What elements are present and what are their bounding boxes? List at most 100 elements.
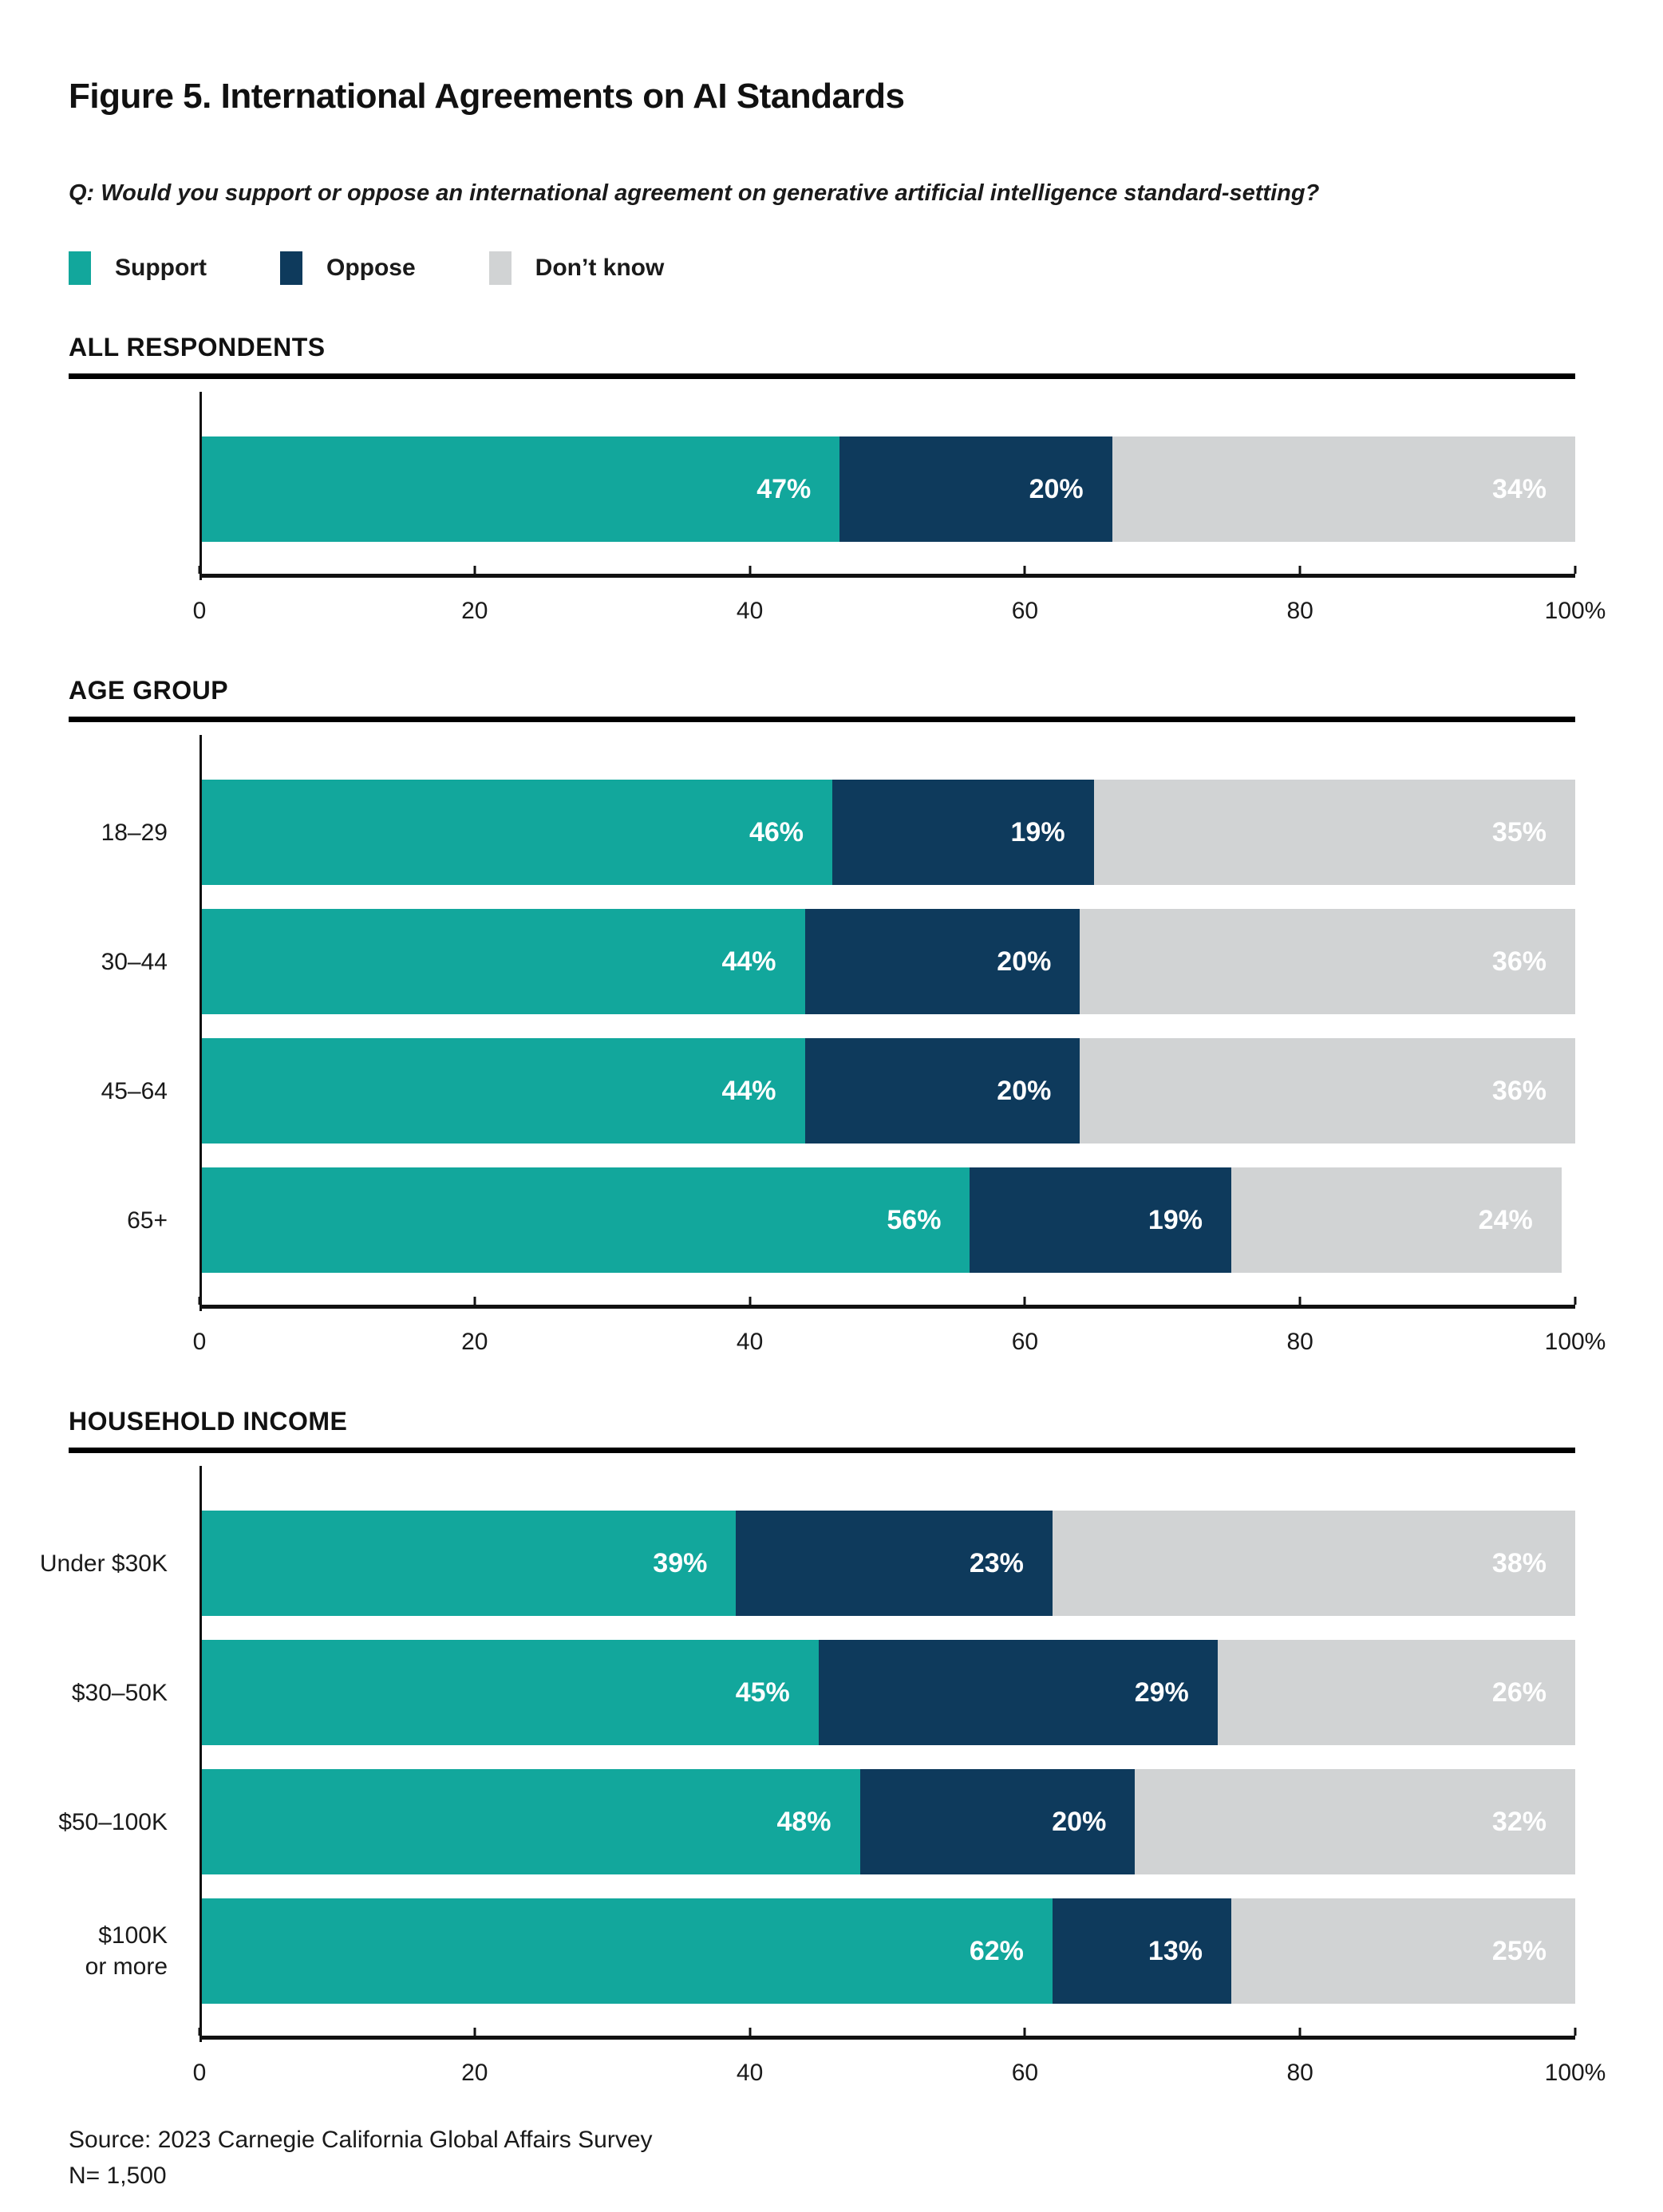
- axis-tick-label: 80: [1286, 598, 1313, 624]
- bar-category-label: Under $30K: [39, 1550, 168, 1577]
- stacked-bar: 56% 19% 24%: [199, 1167, 1575, 1273]
- bar-segment-don-t-know: 34%: [1112, 436, 1575, 542]
- bar-category-label: 30–44: [101, 948, 168, 975]
- section-divider: [69, 717, 1575, 722]
- section-title-all-respondents: ALL RESPONDENTS: [69, 333, 326, 361]
- axis-tick-label: 100%: [1544, 1329, 1606, 1355]
- bar-row: 47% 20% 34%: [32, 436, 1575, 542]
- axis-tick: [198, 566, 201, 574]
- bar-value-label: 26%: [1491, 1677, 1546, 1708]
- axis-tick-label: 40: [736, 2060, 764, 2086]
- bar-value-label: 23%: [969, 1547, 1024, 1578]
- chart-all-respondents: 47% 20% 34% 0 20 40 60 80 100%: [32, 392, 1606, 628]
- y-axis-line: [199, 1466, 202, 2042]
- stacked-bar: 46% 19% 35%: [199, 780, 1575, 885]
- axis-tick: [749, 1297, 752, 1305]
- bar-row: 65+ 56% 19% 24%: [32, 1167, 1575, 1273]
- bar-value-label: 45%: [735, 1677, 790, 1708]
- legend: Support Oppose Don’t know: [69, 251, 1575, 285]
- bar-segment-oppose: 19%: [970, 1167, 1231, 1273]
- bar-segment-oppose: 20%: [804, 1038, 1080, 1144]
- bar-rows: 47% 20% 34%: [32, 392, 1575, 542]
- y-axis-line: [199, 392, 202, 580]
- bar-category-label: $50–100K: [58, 1808, 168, 1835]
- bar-segment-don-t-know: 26%: [1217, 1640, 1575, 1745]
- axis-tick: [1298, 2028, 1302, 2036]
- bar-category-label: 65+: [127, 1207, 168, 1234]
- legend-item-support: Support: [69, 251, 207, 285]
- axis-tick-label: 0: [192, 1329, 207, 1355]
- bar-segment-support: 62%: [199, 1898, 1053, 2004]
- axis-tick: [1574, 2028, 1577, 2036]
- x-axis: 0 20 40 60 80 100%: [193, 566, 1606, 628]
- axis-tick: [1574, 566, 1577, 574]
- bar-category-label: 45–64: [101, 1077, 168, 1104]
- survey-question: Q: Would you support or oppose an intern…: [69, 180, 1320, 206]
- bar-segment-oppose: 23%: [736, 1511, 1053, 1616]
- bar-value-label: 39%: [653, 1547, 708, 1578]
- bar-row: $50–100K 48% 20% 32%: [32, 1769, 1575, 1874]
- source-note: Source: 2023 Carnegie California Global …: [69, 2122, 1575, 2194]
- stacked-bar: 48% 20% 32%: [199, 1769, 1575, 1874]
- section-all-respondents: ALL RESPONDENTS 47% 20% 34% 0 20 40 60 80 100%: [32, 333, 1606, 628]
- bar-value-label: 44%: [721, 946, 776, 977]
- bar-value-label: 38%: [1491, 1547, 1546, 1578]
- bar-segment-support: 44%: [199, 1038, 805, 1144]
- bar-segment-oppose: 20%: [839, 436, 1112, 542]
- axis-tick: [473, 566, 476, 574]
- bar-row: 18–29 46% 19% 35%: [32, 780, 1575, 885]
- stacked-bar: 62% 13% 25%: [199, 1898, 1575, 2004]
- bar-segment-oppose: 19%: [832, 780, 1094, 885]
- section-divider: [69, 1448, 1575, 1453]
- bar-value-label: 48%: [776, 1806, 832, 1837]
- bar-row: Under $30K 39% 23% 38%: [32, 1511, 1575, 1616]
- x-axis-line: [199, 574, 1575, 578]
- axis-tick-label: 80: [1286, 2060, 1313, 2086]
- x-axis-line: [199, 1305, 1575, 1309]
- source-line: Source: 2023 Carnegie California Global …: [69, 2127, 653, 2153]
- stacked-bar: 45% 29% 26%: [199, 1640, 1575, 1745]
- axis-tick: [473, 2028, 476, 2036]
- bar-segment-oppose: 20%: [804, 909, 1080, 1014]
- sample-size: N= 1,500: [69, 2163, 167, 2189]
- axis-tick-label: 20: [461, 1329, 488, 1355]
- axis-tick-label: 20: [461, 2060, 488, 2086]
- bar-segment-support: 39%: [199, 1511, 737, 1616]
- axis-tick: [1023, 2028, 1026, 2036]
- bar-row: $100K or more 62% 13% 25%: [32, 1898, 1575, 2004]
- bar-value-label: 13%: [1148, 1935, 1203, 1966]
- bar-segment-don-t-know: 25%: [1230, 1898, 1575, 2004]
- x-axis-line: [199, 2036, 1575, 2040]
- bar-segment-don-t-know: 24%: [1230, 1167, 1562, 1273]
- stacked-bar: 47% 20% 34%: [199, 436, 1575, 542]
- axis-tick: [198, 1297, 201, 1305]
- figure-title: Figure 5. International Agreements on AI…: [69, 77, 905, 116]
- bar-value-label: 35%: [1491, 816, 1546, 847]
- axis-tick: [473, 1297, 476, 1305]
- bar-value-label: 62%: [969, 1935, 1024, 1966]
- legend-item-don-t-know: Don’t know: [488, 251, 664, 285]
- oppose-swatch-icon: [279, 251, 302, 285]
- axis-tick: [1574, 1297, 1577, 1305]
- axis-tick-label: 20: [461, 598, 488, 624]
- axis-tick: [1023, 1297, 1026, 1305]
- bar-segment-support: 46%: [199, 780, 833, 885]
- bar-segment-oppose: 13%: [1052, 1898, 1231, 2004]
- bar-value-label: 36%: [1491, 946, 1546, 977]
- bar-category-label: $100K or more: [85, 1922, 168, 1980]
- bar-rows: 18–29 46% 19% 35% 30–44 44% 20% 36% 45–64 44% 20% 3…: [32, 735, 1575, 1273]
- axis-tick: [1023, 566, 1026, 574]
- bar-value-label: 24%: [1478, 1204, 1533, 1235]
- x-axis: 0 20 40 60 80 100%: [193, 1297, 1606, 1359]
- bar-value-label: 29%: [1134, 1677, 1189, 1708]
- axis-tick-label: 100%: [1544, 598, 1606, 624]
- axis-tick: [198, 2028, 201, 2036]
- bar-value-label: 25%: [1491, 1935, 1546, 1966]
- bar-value-label: 19%: [1148, 1204, 1203, 1235]
- bar-value-label: 36%: [1491, 1075, 1546, 1106]
- bar-value-label: 44%: [721, 1075, 776, 1106]
- bar-segment-support: 44%: [199, 909, 805, 1014]
- bar-segment-support: 45%: [199, 1640, 819, 1745]
- bar-value-label: 20%: [997, 1075, 1052, 1106]
